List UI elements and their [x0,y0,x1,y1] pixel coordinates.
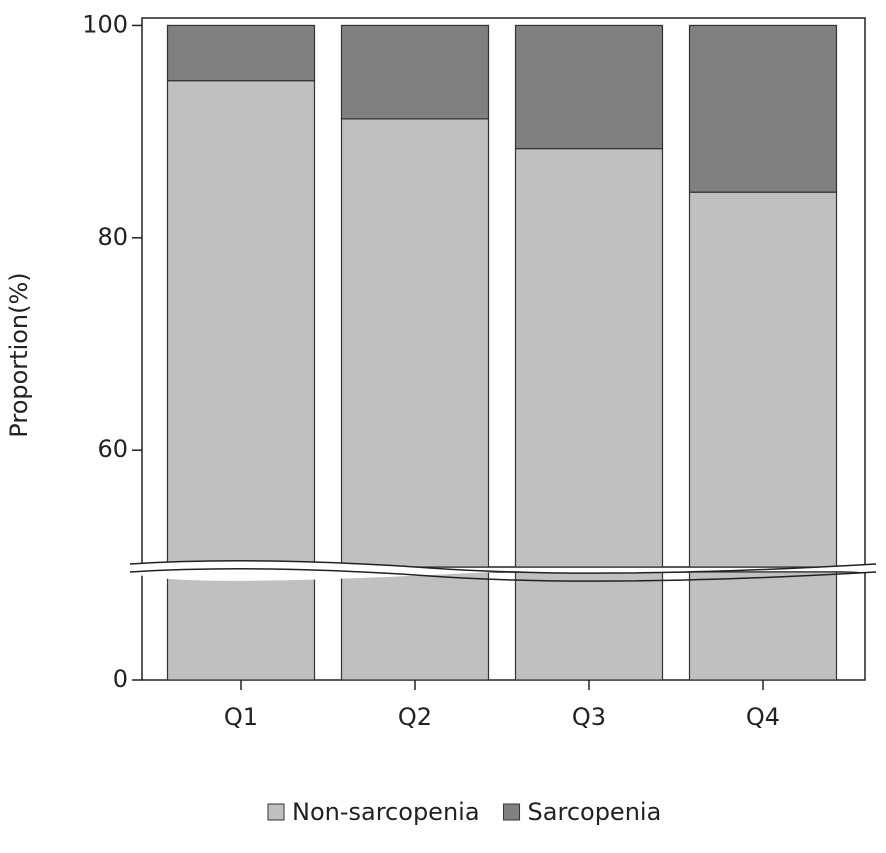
axis-break-line [129,560,877,574]
x-tick-label: Q3 [572,703,606,731]
x-tick-label: Q2 [398,703,432,731]
y-axis-label: Proportion(%) [5,272,33,437]
y-tick-label: 0 [113,665,128,693]
legend-swatch [267,803,285,821]
bar [514,571,664,681]
y-tick-label: 100 [82,10,128,38]
bar [166,80,316,568]
bar [166,571,316,681]
bar [340,24,490,120]
bar [340,571,490,681]
x-tick-label: Q4 [746,703,780,731]
axis-break [130,560,876,581]
bar [514,148,664,568]
bar [166,24,316,82]
panel-frame [141,17,866,568]
x-tick-label: Q1 [224,703,258,731]
legend-swatch [503,803,521,821]
legend-label: Non-sarcopenia [292,798,480,826]
bar [688,24,838,193]
axis-break-line [129,568,877,582]
y-tick-label: 80 [97,223,128,251]
bar [688,571,838,681]
bar [514,24,664,150]
bar [340,118,490,568]
legend-label: Sarcopenia [528,798,662,826]
y-tick-label: 60 [97,435,128,463]
bar [688,191,838,568]
